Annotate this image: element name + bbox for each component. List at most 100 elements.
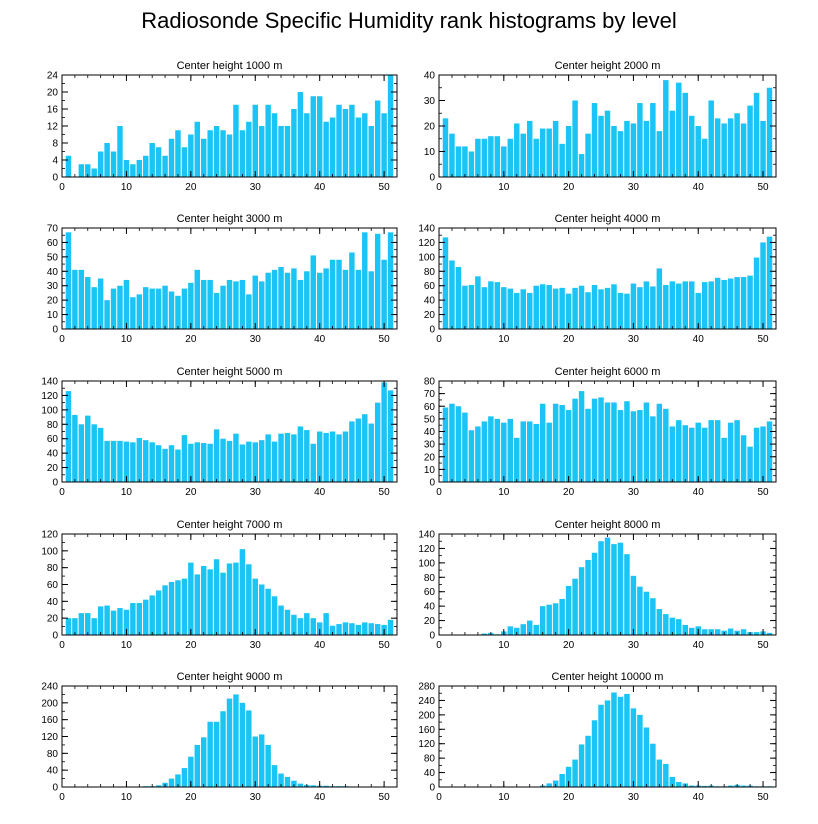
histogram-bar (617, 292, 624, 329)
histogram-bar (740, 435, 747, 482)
histogram-bar (387, 390, 394, 482)
histogram-panel-6: Center height 6000 m0 10 20 30 40 50010203040… (424, 366, 777, 498)
histogram-bar (181, 578, 188, 635)
histogram-bar (650, 598, 656, 635)
histogram-bar (336, 259, 342, 329)
histogram-bar (714, 118, 721, 177)
x-tick-label: 30 (628, 334, 640, 345)
histogram-bar (110, 151, 117, 177)
histogram-bar (284, 126, 291, 177)
y-tick-label: 140 (41, 377, 58, 388)
histogram-bar (617, 131, 624, 177)
histogram-bar (271, 113, 278, 177)
histogram-bar (656, 609, 663, 635)
histogram-bar (598, 704, 604, 787)
histogram-bar (656, 268, 663, 329)
histogram-bar (663, 408, 669, 482)
histogram-bar (226, 440, 233, 482)
histogram-bar (442, 118, 449, 177)
y-tick-label: 160 (41, 715, 58, 726)
histogram-bar (220, 130, 226, 177)
histogram-bar (766, 632, 773, 635)
x-tick-label: 10 (498, 334, 510, 345)
histogram-bar (760, 242, 766, 329)
histogram-bar (727, 628, 734, 635)
histogram-bar (682, 624, 689, 635)
histogram-bar (708, 420, 714, 482)
histogram-bar (316, 622, 323, 635)
y-tick-label: 120 (418, 739, 435, 750)
histogram-bar (475, 276, 481, 329)
histogram-bar (271, 269, 278, 329)
histogram-bar (701, 629, 708, 635)
panel-title: Center height 1000 m (177, 60, 283, 72)
histogram-bar (559, 598, 565, 635)
histogram-bar (91, 424, 97, 482)
y-tick-label: 60 (47, 434, 59, 445)
histogram-bar (97, 606, 104, 635)
histogram-bar (329, 431, 336, 482)
y-tick-label: 4 (52, 156, 58, 167)
histogram-bar (110, 610, 117, 635)
histogram-bar (475, 138, 481, 177)
y-tick-label: 240 (41, 682, 58, 693)
histogram-bar (201, 138, 207, 177)
histogram-bar (220, 438, 226, 482)
histogram-bar (233, 433, 239, 482)
histogram-bar (233, 562, 239, 635)
y-tick-label: 0 (429, 478, 435, 489)
x-tick-label: 0 (59, 487, 65, 498)
histogram-bar (533, 423, 539, 482)
histogram-bar (656, 131, 663, 177)
histogram-bar (78, 424, 85, 482)
histogram-bar (387, 232, 394, 329)
histogram-bar (258, 734, 265, 787)
histogram-bar (753, 92, 760, 177)
histogram-bar (201, 737, 207, 787)
histogram-bar (546, 783, 552, 787)
histogram-bar (604, 402, 611, 482)
histogram-bar (207, 443, 213, 482)
histogram-bar (669, 110, 676, 177)
histogram-bar (637, 287, 643, 329)
histogram-bar (104, 440, 110, 482)
x-tick-label: 10 (498, 640, 510, 651)
histogram-bar (381, 113, 387, 177)
histogram-bar (246, 121, 252, 177)
y-tick-label: 80 (424, 267, 436, 278)
histogram-bar (611, 544, 617, 635)
histogram-bar (258, 440, 265, 482)
histogram-bar (488, 136, 494, 177)
histogram-bar (155, 147, 162, 177)
histogram-bar (226, 698, 233, 787)
histogram-bar (546, 128, 552, 177)
histogram-bar (291, 434, 297, 482)
histogram-bar (552, 288, 559, 329)
histogram-bar (310, 96, 316, 177)
histogram-bar (297, 426, 304, 482)
histogram-bar (323, 121, 329, 177)
histogram-bar (265, 272, 271, 329)
histogram-bar (689, 281, 695, 329)
histogram-bar (258, 584, 265, 635)
histogram-bar (727, 278, 734, 329)
histogram-bar (714, 629, 721, 635)
panel-title: Center height 5000 m (177, 366, 283, 378)
histogram-bar (526, 292, 533, 329)
histogram-bar (91, 618, 97, 635)
histogram-bar (578, 285, 585, 329)
histogram-bar (637, 410, 643, 482)
histogram-bar (362, 113, 368, 177)
histogram-bar (663, 80, 669, 177)
histogram-bar (188, 443, 194, 482)
histogram-bar (533, 285, 539, 329)
histogram-bar (362, 414, 368, 482)
y-tick-label: 160 (418, 725, 435, 736)
histogram-bar (181, 435, 188, 482)
panel-title: Center height 10000 m (552, 671, 664, 683)
histogram-bar (194, 744, 201, 787)
histogram-bar (604, 700, 611, 787)
histogram-bar (181, 768, 188, 787)
y-tick-label: 40 (424, 296, 436, 307)
histogram-bar (297, 783, 304, 787)
